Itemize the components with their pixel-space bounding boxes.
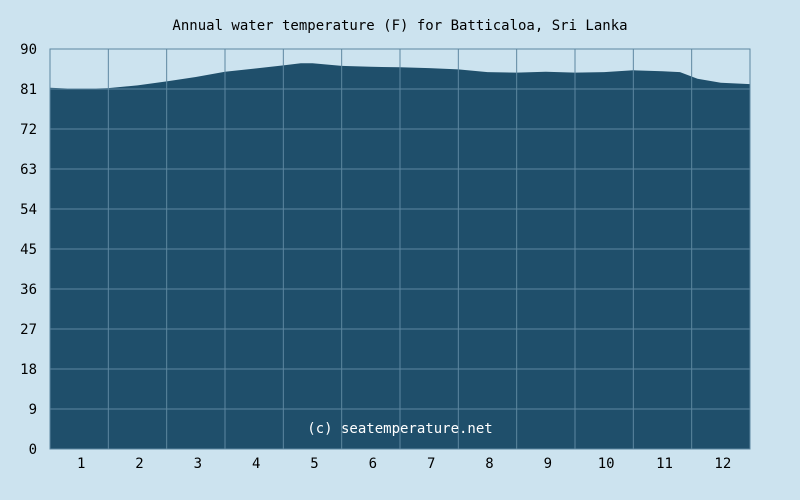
x-tick-label: 7 [427,456,435,472]
y-tick-labels: 0 9 18 27 36 45 54 63 72 81 90 [20,42,37,458]
y-tick-label: 63 [20,162,37,178]
grid-lines [50,48,750,450]
y-tick-label: 9 [29,402,37,418]
copyright-annotation: (c) seatemperature.net [307,421,492,437]
x-tick-label: 1 [77,456,85,472]
plot-border [49,48,751,450]
y-tick-label: 54 [20,202,37,218]
y-tick-label: 72 [20,122,37,138]
x-tick-label: 2 [135,456,143,472]
x-tick-label: 4 [252,456,260,472]
x-tick-label: 5 [310,456,318,472]
y-tick-label: 90 [20,42,37,58]
x-tick-label: 9 [544,456,552,472]
y-tick-label: 36 [20,282,37,298]
y-tick-label: 0 [29,442,37,458]
x-tick-label: 10 [598,456,615,472]
x-tick-label: 6 [369,456,377,472]
y-tick-label: 18 [20,362,37,378]
x-tick-label: 8 [485,456,493,472]
y-tick-label: 45 [20,242,37,258]
x-tick-label: 11 [656,456,673,472]
y-tick-label: 27 [20,322,37,338]
chart-title: Annual water temperature (F) for Battica… [172,18,628,34]
x-tick-label: 3 [194,456,202,472]
x-tick-labels: 1 2 3 4 5 6 7 8 9 10 11 12 [77,456,731,472]
x-tick-label: 12 [714,456,731,472]
y-tick-label: 81 [20,82,37,98]
